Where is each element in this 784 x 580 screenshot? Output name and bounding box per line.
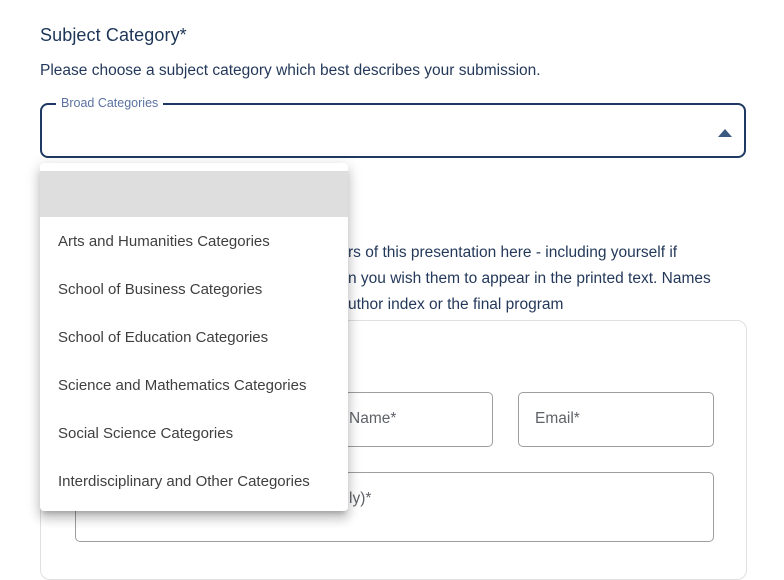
broad-categories-select[interactable]: Broad Categories [40, 96, 746, 158]
page: Subject Category* Please choose a subjec… [40, 25, 778, 580]
page-title: Subject Category* [40, 25, 187, 45]
authors-description-line: n you wish them to appear in the printed… [348, 270, 711, 287]
caret-up-icon[interactable] [718, 129, 732, 137]
broad-categories-select-label: Broad Categories [56, 96, 164, 110]
authors-description: rs of this presentation here - including… [348, 240, 778, 318]
authors-description-line: rs of this presentation here - including… [348, 244, 678, 261]
menu-item-arts-humanities[interactable]: Arts and Humanities Categories [58, 232, 270, 250]
broad-categories-menu: Arts and Humanities Categories School of… [40, 163, 348, 511]
affiliation-field-label: ly)* [349, 490, 372, 507]
menu-item-social-science[interactable]: Social Science Categories [58, 424, 234, 442]
menu-item-science-math[interactable]: Science and Mathematics Categories [58, 376, 307, 394]
menu-item-education[interactable]: School of Education Categories [58, 328, 269, 346]
menu-item-blank[interactable] [40, 171, 348, 217]
email-field[interactable] [518, 392, 714, 447]
email-field-label: Email* [535, 410, 580, 427]
menu-item-interdisciplinary[interactable]: Interdisciplinary and Other Categories [58, 472, 310, 490]
name-field-label: Name* [349, 410, 397, 427]
authors-description-line: uthor index or the final program [348, 296, 564, 313]
menu-item-business[interactable]: School of Business Categories [58, 280, 263, 298]
page-description: Please choose a subject category which b… [40, 62, 541, 79]
